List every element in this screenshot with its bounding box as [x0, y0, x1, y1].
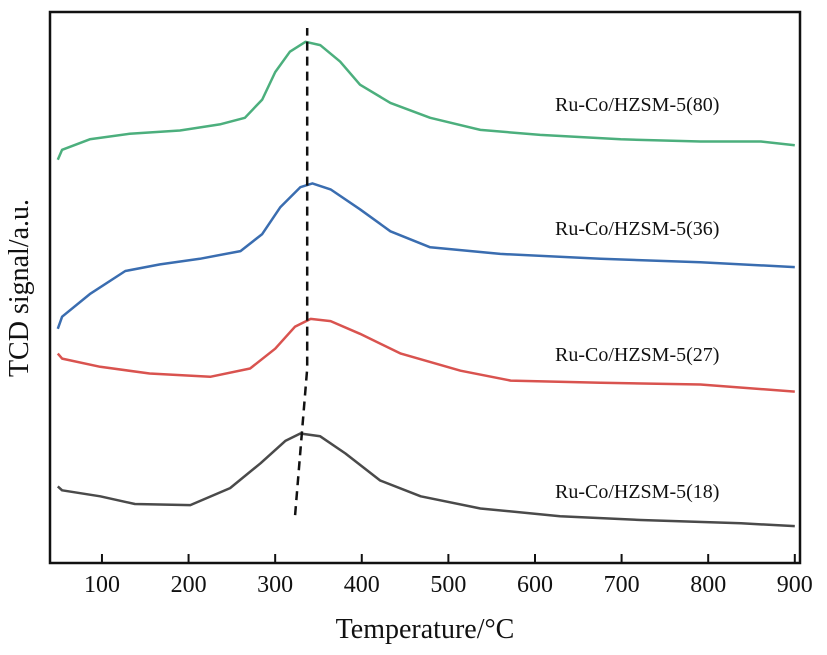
x-tick-label: 300 — [257, 572, 293, 598]
x-tick-label: 600 — [517, 572, 553, 598]
x-axis-ticks: 100 200 300 400 500 600 700 800 900 — [84, 554, 813, 598]
peak-guide-dashed-line — [293, 28, 309, 516]
series-label: Ru-Co/HZSM-5(27) — [555, 344, 719, 366]
x-tick-label: 700 — [604, 572, 640, 598]
series-label: Ru-Co/HZSM-5(80) — [555, 94, 719, 116]
series-label: Ru-Co/HZSM-5(36) — [555, 218, 719, 240]
series-label: Ru-Co/HZSM-5(18) — [555, 481, 719, 503]
y-axis-title: TCD signal/a.u. — [4, 199, 35, 377]
x-tick-label: 400 — [344, 572, 380, 598]
series-line-3 — [56, 317, 795, 393]
x-axis-title: Temperature/°C — [336, 614, 515, 645]
series-labels: Ru-Co/HZSM-5(80) Ru-Co/HZSM-5(36) Ru-Co/HZ… — [555, 94, 719, 503]
plot-lines — [56, 28, 795, 528]
x-tick-label: 900 — [777, 572, 813, 598]
x-tick-label: 800 — [690, 572, 726, 598]
x-tick-label: 200 — [171, 572, 207, 598]
series-line-4 — [56, 432, 795, 528]
x-tick-label: 100 — [84, 572, 120, 598]
plot-frame — [48, 10, 802, 565]
x-tick-label: 500 — [430, 572, 466, 598]
series-line-2 — [56, 182, 795, 330]
series-line-1 — [56, 40, 795, 161]
